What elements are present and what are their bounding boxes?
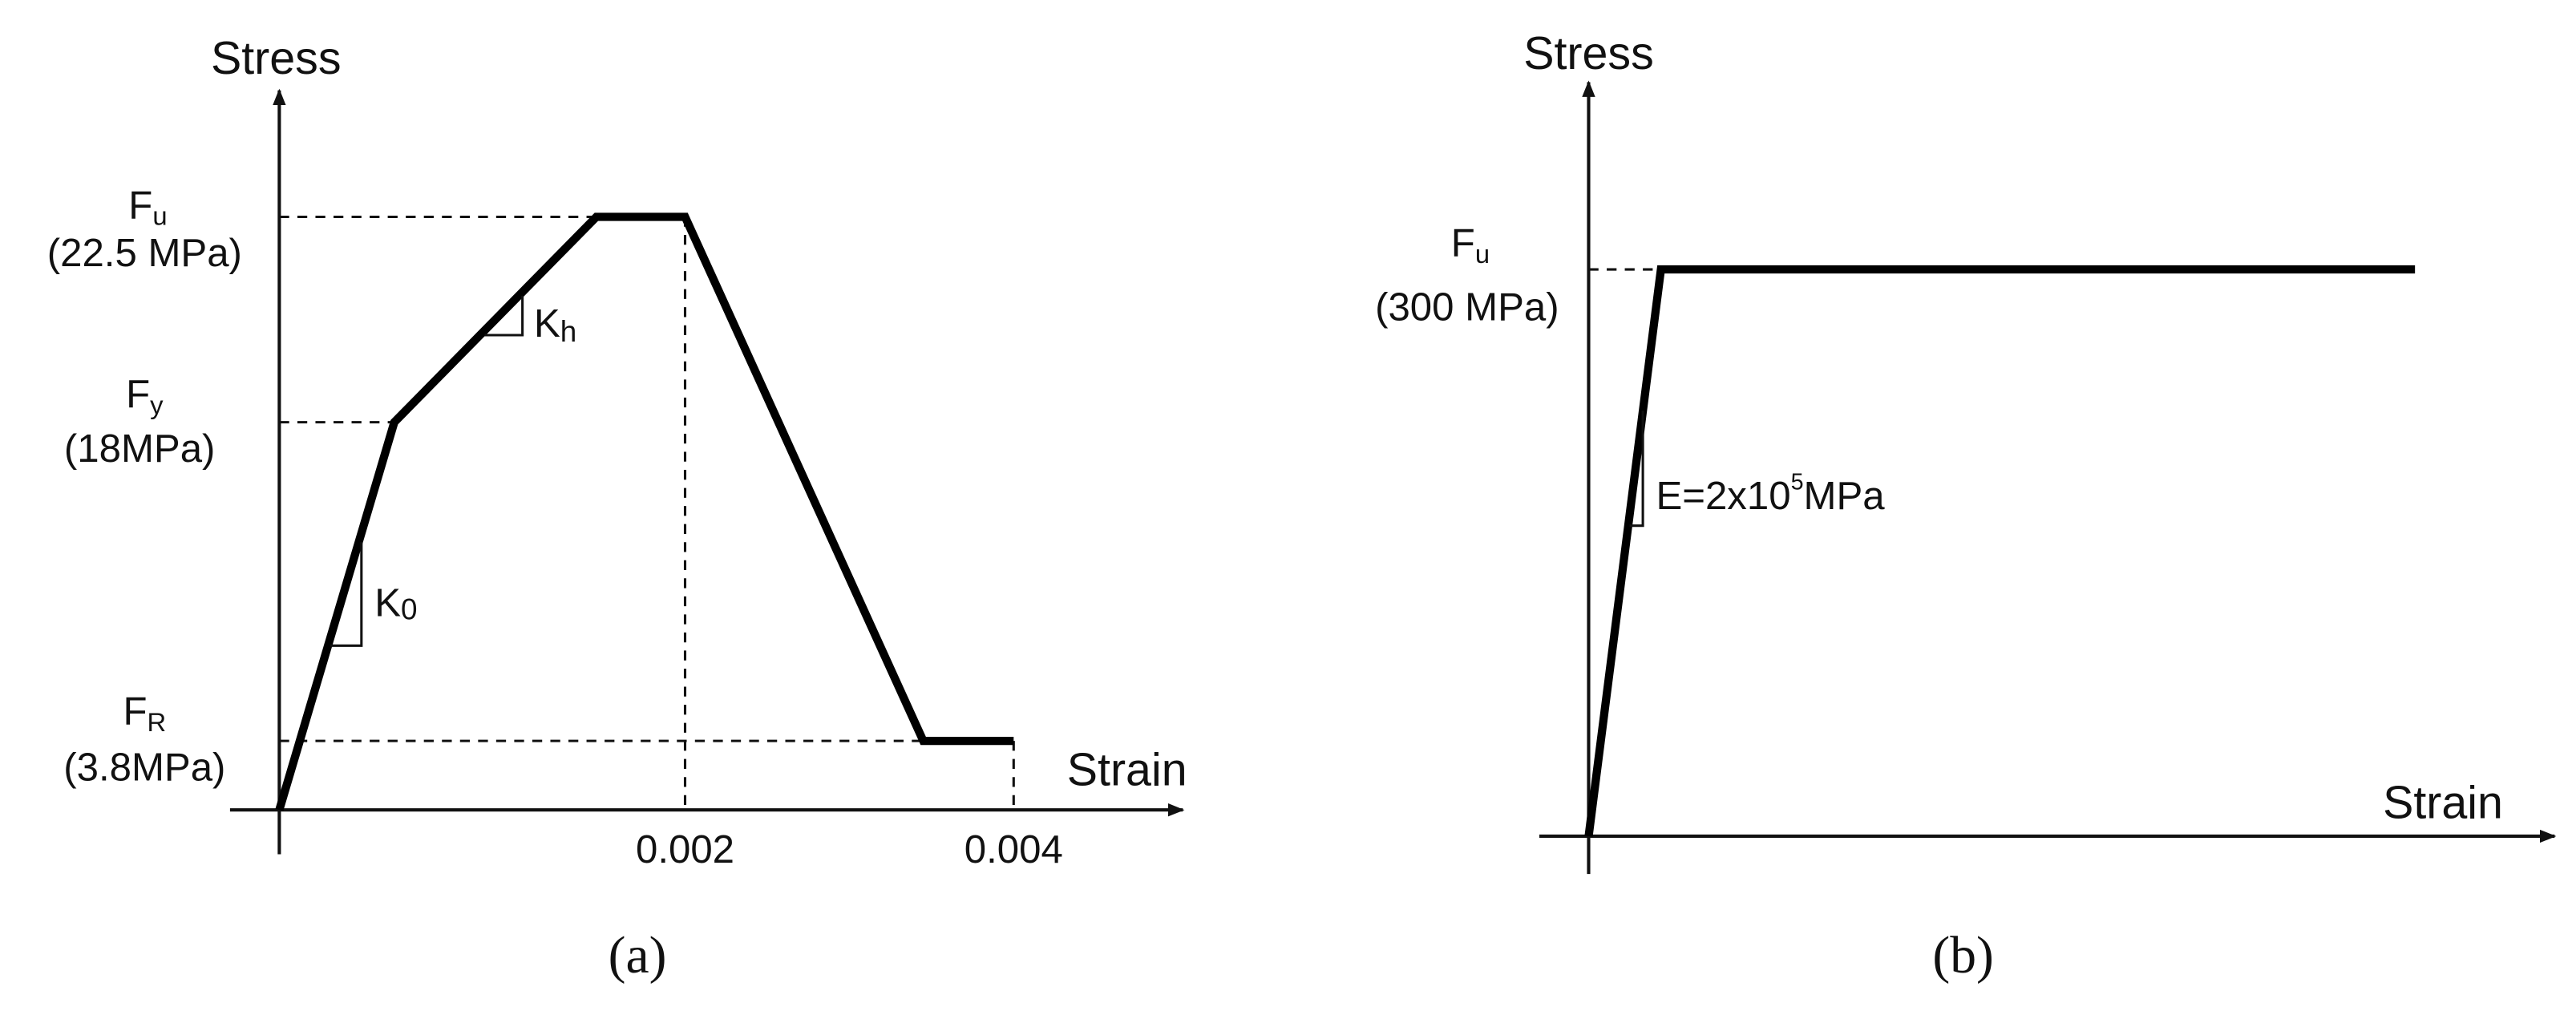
caption: (b) [1932, 927, 1993, 985]
fu-label: Fu [1451, 221, 1490, 269]
guide-lines [279, 215, 1015, 811]
subscript: y [150, 390, 164, 419]
modulus-label: E=2x105MPa [1656, 470, 1885, 519]
y-axis-label: Stress [1523, 28, 1654, 79]
symbol: K [534, 301, 560, 346]
x-tick-label: 0.004 [964, 827, 1063, 871]
subscript: u [1475, 239, 1490, 269]
base: E=2x10 [1656, 474, 1790, 518]
symbol: F [123, 690, 147, 734]
unit: MPa [1804, 474, 1886, 518]
fy-value: (18MPa) [64, 427, 216, 471]
symbol: F [128, 184, 152, 228]
subscript: u [152, 201, 167, 231]
symbol: F [126, 372, 150, 416]
caption: (a) [609, 927, 667, 985]
fr-label: FR [123, 690, 166, 737]
symbol: F [1451, 221, 1475, 265]
stress-strain-curve [275, 212, 1014, 811]
fu-value: (300 MPa) [1375, 285, 1559, 330]
exponent: 5 [1791, 470, 1804, 495]
panel-a: Stress Strain Fu (22.5 MPa) Fy (18MPa) F… [47, 33, 1187, 985]
k0-label: K0 [374, 580, 417, 625]
stress-strain-curve [1584, 265, 2416, 837]
slope-triangle [1629, 410, 1644, 528]
slope-triangles [330, 295, 524, 647]
panel-b: Stress Strain Fu (300 MPa) E=2x105MPa (b… [1375, 28, 2557, 985]
fr-value: (3.8MPa) [63, 745, 225, 789]
subscript: R [148, 707, 167, 737]
subscript: 0 [401, 593, 418, 626]
fu-value: (22.5 MPa) [47, 231, 242, 275]
symbol: K [374, 580, 401, 625]
fu-label: Fu [128, 184, 167, 231]
y-axis-label: Stress [211, 33, 342, 84]
x-tick-label: 0.002 [636, 827, 734, 871]
kh-label: Kh [534, 301, 576, 348]
subscript: h [560, 315, 577, 348]
fy-label: Fy [126, 372, 164, 419]
x-axis-label: Strain [1067, 744, 1187, 795]
x-axis-label: Strain [2383, 777, 2503, 828]
